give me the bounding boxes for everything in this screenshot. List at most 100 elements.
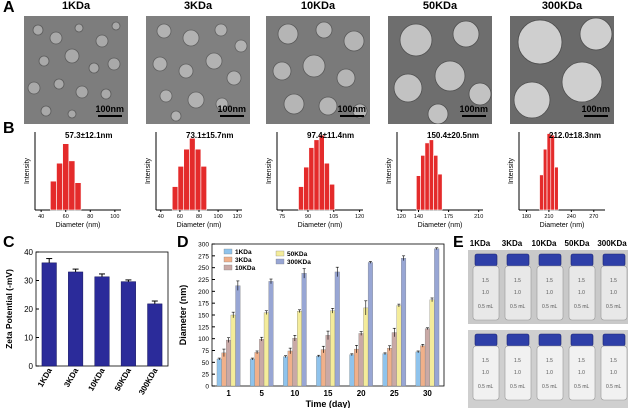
vial-body — [600, 345, 628, 401]
vial-mark: 1.5 — [546, 358, 553, 364]
vial-cap — [474, 333, 498, 347]
histogram-bar — [313, 139, 320, 211]
x-tick-label: 180 — [522, 214, 531, 220]
size-annotation: 97.4±11.4nm — [307, 131, 354, 140]
histogram-bar — [171, 186, 179, 211]
histogram-2: 40 60 80 100 120 Diameter (nm) Intensity 73.1±1… — [145, 131, 242, 229]
size-annotation: 57.3±12.1nm — [65, 131, 113, 140]
panel-label-d: D — [177, 234, 189, 251]
x-axis-label: Diameter (nm) — [418, 222, 463, 229]
histogram-bar — [546, 133, 552, 211]
histogram-bar — [189, 137, 196, 211]
histogram-bar — [416, 175, 421, 211]
scale-label-3kda: 100nm — [217, 104, 246, 114]
y-axis-label: Intensity — [145, 157, 152, 184]
stability-bar — [230, 314, 236, 387]
stability-bar — [424, 328, 430, 387]
stability-bar — [254, 352, 260, 387]
stability-bar — [401, 258, 407, 387]
x-tick-label: 40 — [38, 214, 44, 220]
vial-cap — [506, 333, 530, 347]
stability-bar — [387, 347, 393, 387]
y-tick-label: 30 — [24, 277, 33, 286]
scale-label-1kda: 100nm — [95, 104, 124, 114]
stability-bar — [287, 350, 293, 387]
y-tick-label: 225 — [198, 277, 209, 284]
tem-title-3kda: 3KDa — [183, 0, 213, 12]
vial-mark: 0.5 mL — [606, 304, 622, 310]
y-tick-label: 250 — [198, 265, 209, 272]
stability-bar — [420, 345, 426, 387]
scale-label-50kda: 100nm — [459, 104, 488, 114]
vial-body — [536, 345, 564, 401]
y-tick-label: 275 — [198, 253, 209, 260]
y-tick-label: 75 — [202, 348, 210, 355]
stability-bar — [429, 299, 435, 387]
x-tick-label: 10KDa — [86, 366, 107, 393]
stability-bar — [325, 335, 331, 387]
stability-bar — [363, 307, 369, 387]
vial-mark: 1.0 — [610, 290, 617, 296]
legend-label: 10KDa — [235, 265, 256, 272]
stability-bar — [434, 248, 440, 387]
y-tick-label: 10 — [24, 334, 33, 343]
zeta-bar — [94, 276, 110, 367]
x-tick-label: 210 — [474, 214, 483, 220]
tem-micrograph-3kda — [146, 16, 250, 124]
histogram-bar — [62, 143, 70, 211]
vial-title-50kda: 50KDa — [564, 239, 590, 248]
histogram-bar — [183, 148, 190, 211]
x-tick-label: 1 — [226, 389, 231, 398]
vial-mark: 1.0 — [578, 370, 585, 376]
x-tick-label: 10 — [290, 389, 299, 398]
legend-label: 1KDa — [235, 249, 252, 256]
x-tick-label: 100 — [110, 214, 119, 220]
y-tick-label: 200 — [198, 289, 209, 296]
tem-image-1kda: 100nm — [24, 16, 128, 124]
vial-body — [600, 265, 628, 321]
x-tick-label: 270 — [589, 214, 598, 220]
y-tick-label: 25 — [202, 372, 210, 379]
histogram-bar — [428, 139, 434, 211]
vial-cap — [602, 333, 626, 347]
histogram-bar — [318, 134, 325, 211]
x-tick-label: 120 — [233, 214, 242, 220]
scale-bar-10kda — [340, 115, 364, 117]
histogram-1: 40 60 80 100 Diameter (nm) Intensity 57.3±12.1… — [24, 131, 121, 229]
scale-bar-1kda — [98, 115, 122, 117]
stability-bar — [283, 356, 289, 387]
size-annotation: 150.4±20.5nm — [427, 131, 479, 140]
y-tick-label: 125 — [198, 324, 209, 331]
x-tick-label: 80 — [196, 214, 202, 220]
size-annotation: 212.0±18.3nm — [549, 131, 601, 140]
x-tick-label: 120 — [355, 214, 364, 220]
vial-body — [472, 345, 500, 401]
x-tick-label: 100 — [214, 214, 223, 220]
histogram-bar — [308, 147, 315, 211]
stability-bar — [316, 356, 322, 387]
legend-swatch — [223, 264, 233, 271]
vial-mark: 1.0 — [546, 370, 553, 376]
vial-mark: 1.5 — [546, 278, 553, 284]
x-axis-label: Diameter (nm) — [56, 222, 101, 229]
histogram-bar — [56, 162, 63, 211]
histogram-panel: 40 60 80 100 Diameter (nm) Intensity 57.3±12.1… — [24, 131, 605, 229]
vial-mark: 0.5 mL — [542, 384, 558, 390]
y-axis-label: Diameter (nm) — [178, 285, 188, 346]
histogram-3: 75 90 105 120 Diameter (nm) Intensity 97.4±11.… — [266, 131, 364, 229]
histogram-bar — [303, 166, 310, 211]
zeta-bar — [41, 262, 57, 367]
tem-title-300kda: 300KDa — [541, 0, 583, 12]
vial-title-1kda: 1KDa — [469, 239, 491, 248]
tem-title-50kda: 50KDa — [422, 0, 458, 12]
x-tick-label: 20 — [357, 389, 366, 398]
histogram-4: 120 140 175 210 Diameter (nm) Intensity 150.4±… — [386, 131, 483, 229]
vial-mark: 1.5 — [514, 278, 521, 284]
vial-cap — [538, 253, 562, 267]
y-tick-label: 100 — [198, 336, 209, 343]
legend-label: 3KDa — [235, 257, 252, 264]
y-tick-label: 20 — [24, 305, 33, 314]
histogram-bar — [433, 155, 439, 211]
stability-bar — [249, 358, 255, 387]
vial-mark: 0.5 mL — [574, 304, 590, 310]
